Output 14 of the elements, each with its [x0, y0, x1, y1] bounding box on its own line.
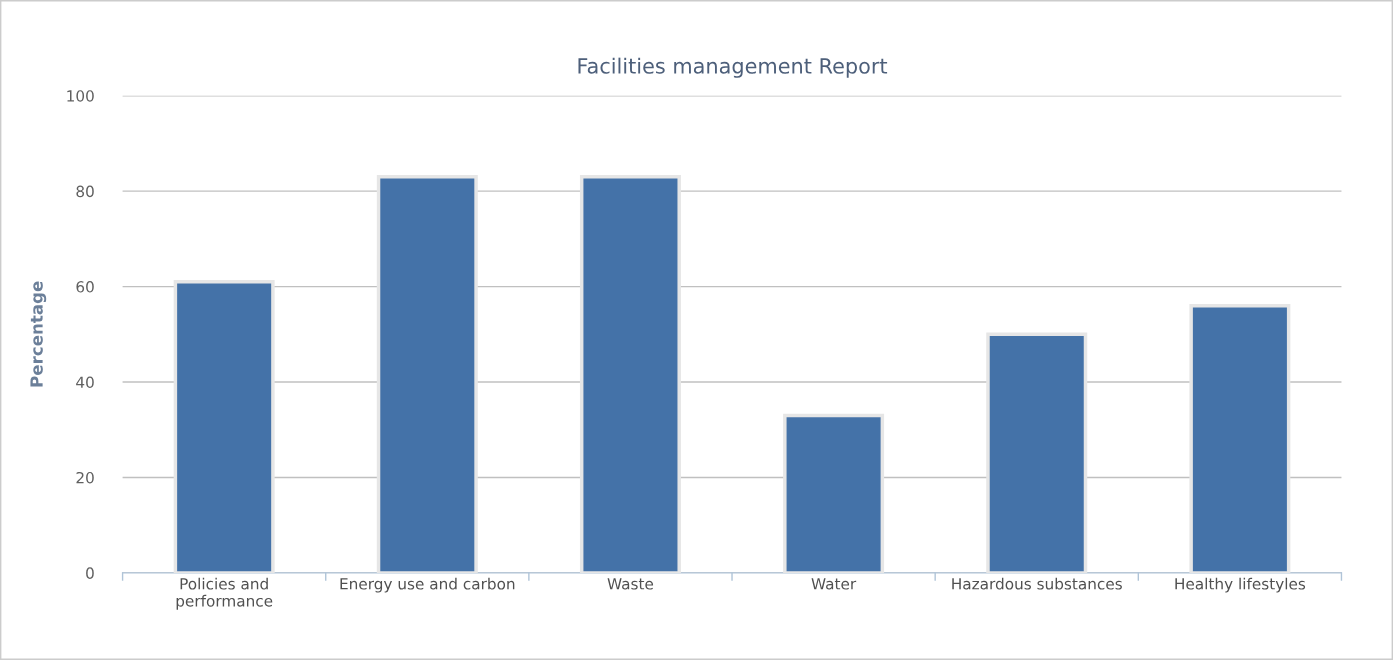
y-tick-label: 0 [86, 567, 94, 579]
x-tick-label: Waste [607, 578, 654, 590]
chart-title: Facilities management Report [578, 57, 888, 78]
x-tick-label: Hazardous substances [952, 577, 1122, 590]
y-tick-label: 60 [76, 281, 94, 293]
y-tick-label: 20 [76, 471, 94, 484]
x-tick-label: Energy use and carbon [340, 577, 515, 593]
y-tick-label: 100 [67, 90, 94, 102]
y-tick-label: 80 [76, 185, 94, 198]
y-tick-label: 40 [76, 376, 94, 389]
x-tick-label: Healthy lifestyles [1175, 577, 1306, 593]
y-axis-title: Percentage [30, 281, 47, 387]
x-tick-label: Water [811, 578, 857, 590]
x-tick-label: Policies and performance [176, 577, 273, 610]
